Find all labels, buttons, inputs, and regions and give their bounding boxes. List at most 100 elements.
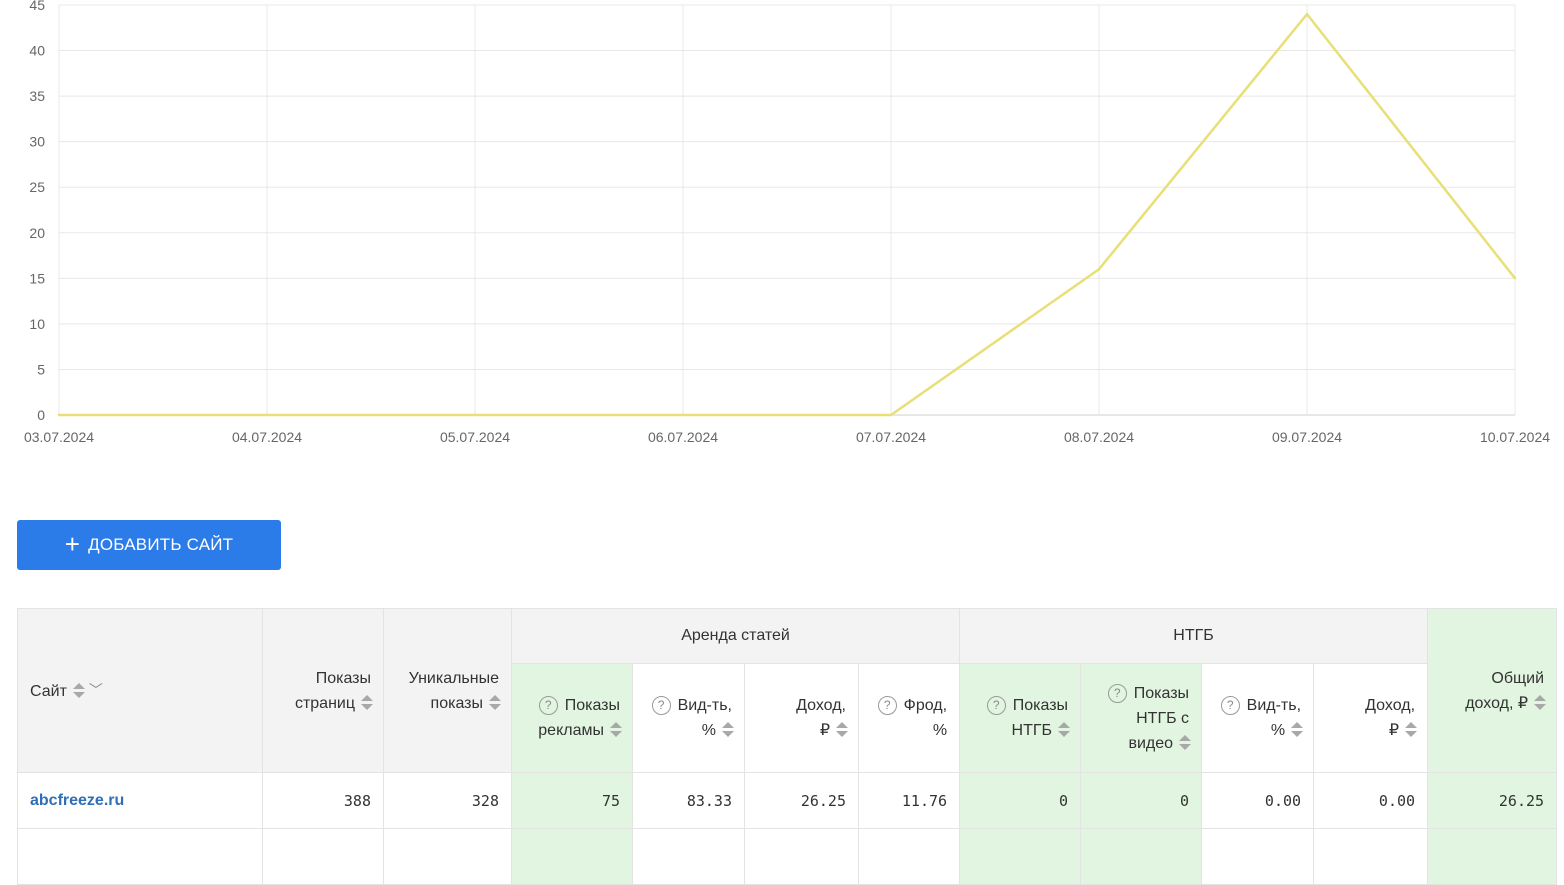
help-icon[interactable]: ? xyxy=(538,696,558,715)
data-point xyxy=(1097,268,1101,271)
chart-canvas: 0 5 10 15 20 25 30 35 40 45 03.07.2024 04.07.2024 05… xyxy=(24,0,1550,445)
cell-total-income: 26.25 xyxy=(1427,772,1558,829)
help-icon[interactable]: ? xyxy=(986,696,1006,715)
add-site-label: ДОБАВИТЬ САЙТ xyxy=(88,535,234,554)
cell-ntgb-video-views: 0 xyxy=(1080,772,1203,829)
column-label: Показы xyxy=(1012,697,1069,714)
data-point xyxy=(57,413,61,417)
column-label: Доход, xyxy=(796,697,846,714)
site-link[interactable]: abcfreeze.ru xyxy=(30,791,125,809)
sort-icon[interactable] xyxy=(489,694,501,711)
sort-icon[interactable] xyxy=(836,722,848,738)
column-page-views[interactable]: Показы страниц xyxy=(262,608,384,773)
column-ntgb-income[interactable]: Доход, ₽ xyxy=(1313,663,1429,773)
cell-page-views xyxy=(262,828,384,885)
column-label: рекламы xyxy=(538,722,604,739)
data-point xyxy=(1513,277,1517,280)
column-fraud[interactable]: ? Фрод, % xyxy=(857,663,961,773)
sort-icon[interactable] xyxy=(610,722,622,738)
column-label: Показы xyxy=(315,669,371,687)
column-label: % xyxy=(932,722,948,739)
column-ad-views[interactable]: ? Показы рекламы xyxy=(511,663,633,773)
cell-unique-views: 328 xyxy=(383,772,512,829)
y-tick-label: 35 xyxy=(29,88,45,104)
cell-ntgb-income xyxy=(1313,828,1429,885)
column-label: Вид-ть, xyxy=(1246,697,1302,714)
sort-icon[interactable] xyxy=(1179,734,1192,751)
cell-viewability xyxy=(632,828,745,885)
y-tick-label: 20 xyxy=(29,225,45,241)
impressions-line-chart: 0 5 10 15 20 25 30 35 40 45 03.07.2024 04.07.2024 05… xyxy=(24,0,1550,445)
column-label: Показы xyxy=(1133,684,1190,702)
x-tick-label: 05.07.2024 xyxy=(440,429,510,445)
cell-ntgb-video-views xyxy=(1080,828,1203,885)
sort-icon[interactable] xyxy=(1534,694,1547,711)
help-icon[interactable]: ? xyxy=(1220,696,1240,715)
column-label: Фрод, xyxy=(903,697,948,714)
data-point xyxy=(265,413,269,417)
x-tick-label: 09.07.2024 xyxy=(1272,429,1342,445)
column-label: Уникальные xyxy=(408,669,499,687)
column-total-income[interactable]: Общий доход, ₽ xyxy=(1427,608,1558,773)
column-label: страниц xyxy=(294,694,355,712)
column-label: показы xyxy=(430,694,483,712)
column-label: Общий xyxy=(1491,669,1545,687)
chevron-down-icon[interactable]: ﹀ xyxy=(88,682,103,698)
sort-icon[interactable] xyxy=(1405,722,1418,738)
cell-page-views: 388 xyxy=(262,772,384,829)
cell-site: abcfreeze.ru xyxy=(17,772,263,829)
sort-icon[interactable] xyxy=(1058,722,1071,738)
cell-income xyxy=(744,828,859,885)
column-unique-views[interactable]: Уникальные показы xyxy=(383,608,512,773)
add-site-button[interactable]: + ДОБАВИТЬ САЙТ xyxy=(17,520,281,570)
cell-ad-views xyxy=(511,828,633,885)
cell-site xyxy=(17,828,263,885)
column-label: ₽ xyxy=(1388,722,1400,739)
table-row xyxy=(17,828,1558,885)
cell-income: 26.25 xyxy=(744,772,859,829)
column-label: видео xyxy=(1128,734,1174,752)
column-income[interactable]: Доход, ₽ xyxy=(744,663,859,773)
data-point xyxy=(1305,12,1309,16)
column-ntgb-video-views[interactable]: ? Показы НТГБ с видео xyxy=(1080,663,1203,773)
column-label: доход, ₽ xyxy=(1465,694,1529,712)
cell-ntgb-viewability: 0.00 xyxy=(1201,772,1315,829)
cell-ntgb-views xyxy=(959,828,1082,885)
sort-icon[interactable] xyxy=(722,722,734,738)
cell-ntgb-income: 0.00 xyxy=(1313,772,1429,829)
y-tick-label: 0 xyxy=(37,407,45,423)
cell-fraud xyxy=(857,828,961,885)
plus-icon: + xyxy=(64,529,81,559)
sort-icon[interactable] xyxy=(72,683,85,699)
sort-icon[interactable] xyxy=(361,694,373,711)
y-tick-label: 25 xyxy=(29,179,45,195)
help-icon[interactable]: ? xyxy=(877,696,897,715)
help-icon[interactable]: ? xyxy=(1107,683,1127,703)
column-label: ₽ xyxy=(819,722,830,739)
series-line xyxy=(59,12,1516,417)
column-site[interactable]: Сайт ﹀ xyxy=(17,608,263,773)
x-tick-label: 03.07.2024 xyxy=(24,429,94,445)
data-point xyxy=(473,413,477,417)
sort-icon[interactable] xyxy=(1291,722,1304,738)
cell-unique-views xyxy=(383,828,512,885)
help-icon[interactable]: ? xyxy=(651,696,671,715)
column-label: % xyxy=(1270,722,1286,739)
column-ntgb-views[interactable]: ? Показы НТГБ xyxy=(959,663,1082,773)
x-tick-label: 08.07.2024 xyxy=(1064,429,1134,445)
x-tick-label: 04.07.2024 xyxy=(232,429,302,445)
data-point xyxy=(889,413,893,417)
column-viewability[interactable]: ? Вид-ть, % xyxy=(632,663,745,773)
column-label: % xyxy=(701,722,716,739)
cell-ntgb-views: 0 xyxy=(959,772,1082,829)
y-tick-label: 15 xyxy=(29,270,45,286)
y-tick-label: 40 xyxy=(29,43,45,59)
cell-ntgb-viewability xyxy=(1201,828,1315,885)
column-label: Показы xyxy=(564,697,620,714)
column-label: НТГБ xyxy=(1011,722,1053,739)
column-ntgb-viewability[interactable]: ? Вид-ть, % xyxy=(1201,663,1315,773)
data-point xyxy=(681,413,685,417)
y-tick-label: 5 xyxy=(37,361,45,377)
cell-ad-views: 75 xyxy=(511,772,633,829)
column-label: Вид-ть, xyxy=(677,697,732,714)
